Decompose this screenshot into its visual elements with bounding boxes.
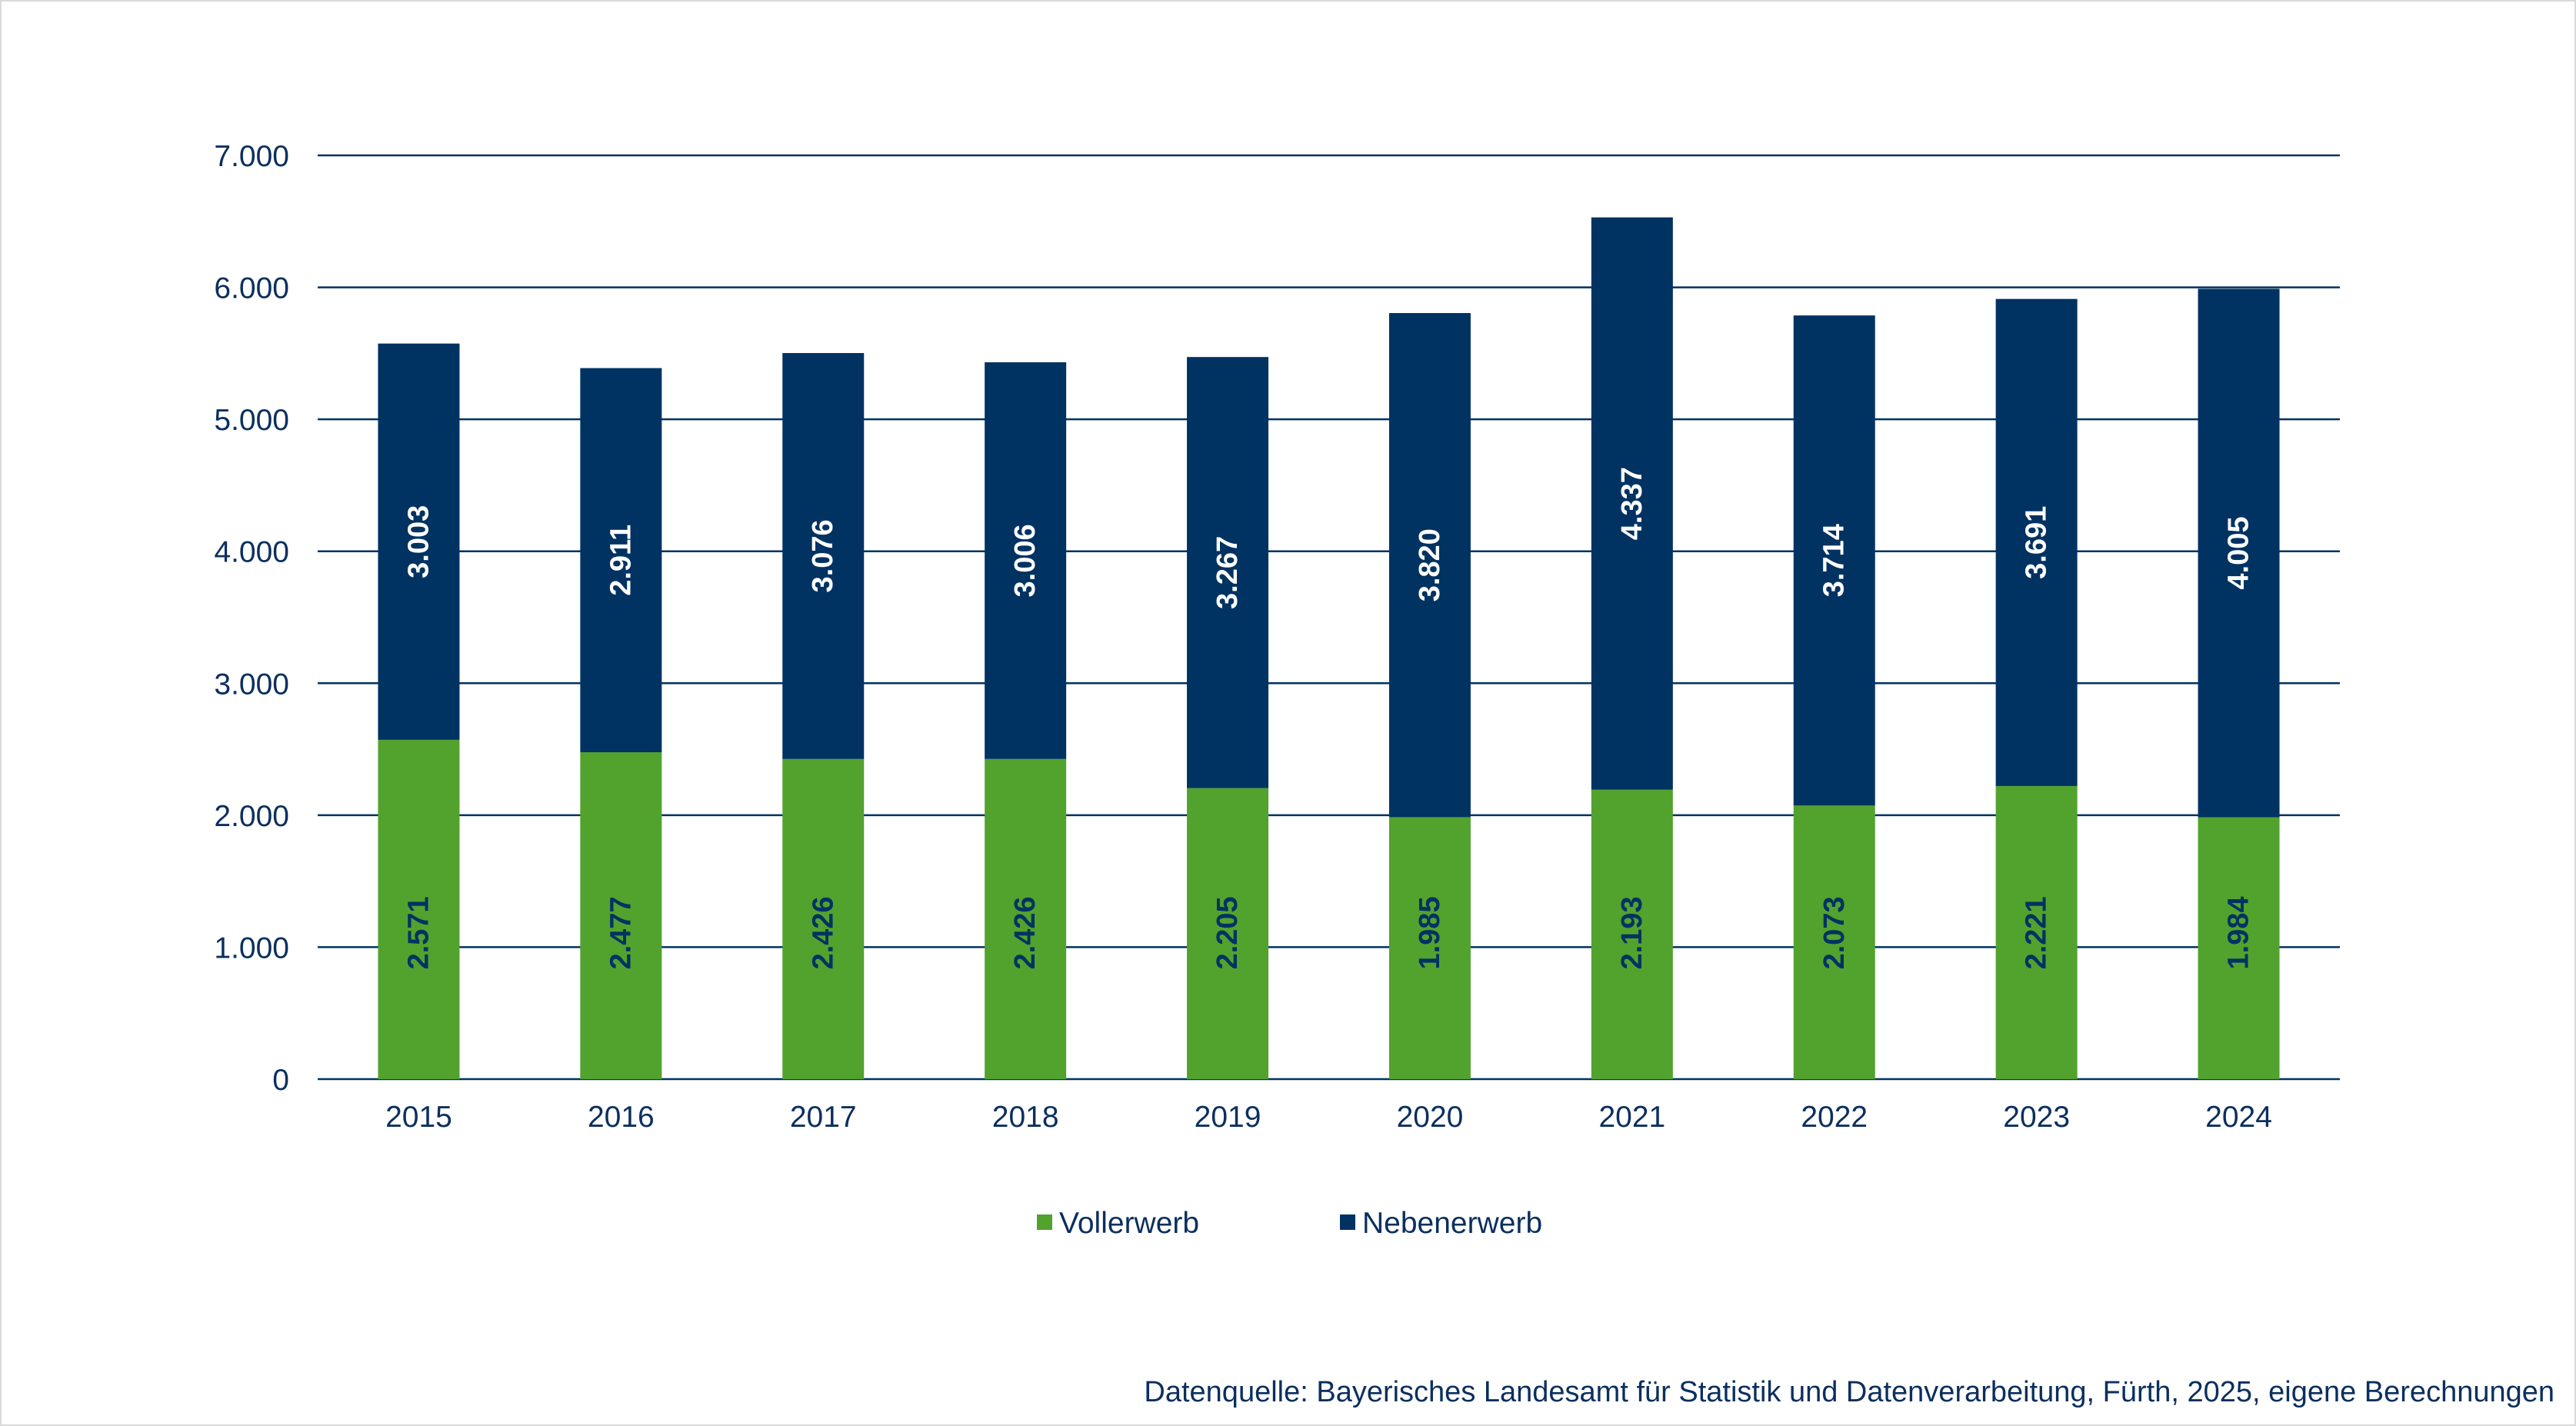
data-label: 3.267 [1211,536,1244,609]
data-source-note: Datenquelle: Bayerisches Landesamt für S… [1144,1376,2554,1408]
x-tick-label: 2018 [992,1101,1059,1134]
data-label: 2.426 [807,896,839,969]
data-label: 2.221 [2021,896,2053,969]
bar-vollerwerb [985,758,1067,1079]
bar-nebenerwerb [1591,217,1673,790]
x-tick-label: 2015 [385,1101,452,1134]
data-label: 2.426 [1009,896,1041,969]
x-tick-label: 2021 [1598,1101,1665,1134]
bar-nebenerwerb [782,353,865,759]
y-tick-label: 1.000 [214,931,289,965]
data-label: 4.005 [2223,516,2255,589]
data-label: 2.477 [605,896,637,969]
y-tick-label: 4.000 [214,536,289,569]
data-label: 2.571 [402,896,435,969]
legend-label: Vollerwerb [1059,1207,1199,1240]
x-tick-label: 2019 [1195,1101,1261,1134]
y-tick-label: 2.000 [214,800,289,833]
bar-vollerwerb [1388,817,1471,1079]
legend-swatch-vollerwerb [1037,1214,1052,1230]
bar-vollerwerb [1187,788,1269,1079]
y-tick-label: 0 [272,1064,289,1097]
bar-nebenerwerb [580,368,662,753]
data-label: 3.691 [2021,506,2053,579]
data-label: 3.003 [402,505,435,578]
data-label: 4.337 [1616,467,1648,540]
data-label: 3.076 [807,519,839,592]
y-tick-label: 3.000 [214,668,289,701]
bar-vollerwerb [1793,805,1875,1079]
data-label: 3.714 [1818,524,1851,597]
x-tick-label: 2020 [1397,1101,1464,1134]
bar-vollerwerb [580,752,662,1079]
data-label: 3.820 [1414,528,1446,601]
bar-vollerwerb [1995,785,2078,1079]
x-tick-label: 2023 [2003,1101,2070,1134]
data-label: 1.984 [2223,896,2255,969]
data-label: 2.073 [1818,896,1851,969]
data-label: 3.006 [1009,524,1041,597]
data-label: 1.985 [1414,896,1446,969]
bar-nebenerwerb [985,362,1067,759]
bar-nebenerwerb [378,343,460,740]
bar-nebenerwerb [1187,357,1269,788]
data-label: 2.193 [1616,896,1648,969]
bar-nebenerwerb [1388,313,1471,818]
bar-vollerwerb [2198,817,2280,1079]
data-label: 2.911 [605,525,637,596]
x-tick-label: 2016 [588,1101,655,1134]
data-label: 2.205 [1211,896,1244,969]
y-tick-label: 5.000 [214,404,289,437]
x-tick-label: 2024 [2205,1101,2272,1134]
legend-swatch-nebenerwerb [1340,1214,1355,1230]
bar-nebenerwerb [1793,315,1875,806]
bar-vollerwerb [378,739,460,1079]
x-tick-label: 2022 [1801,1101,1868,1134]
bar-vollerwerb [782,758,865,1079]
legend-label: Nebenerwerb [1362,1207,1542,1240]
y-tick-label: 7.000 [214,140,289,173]
bar-vollerwerb [1591,789,1673,1079]
bar-nebenerwerb [1995,298,2078,786]
x-tick-label: 2017 [790,1101,857,1134]
y-tick-label: 6.000 [214,272,289,305]
bar-nebenerwerb [2198,288,2280,818]
